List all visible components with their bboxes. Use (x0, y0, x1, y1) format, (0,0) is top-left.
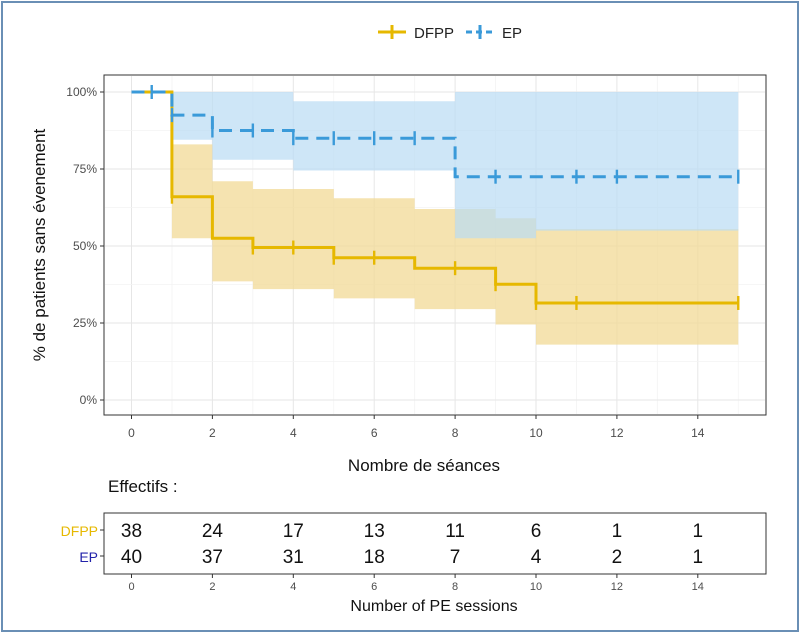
risk-count: 6 (531, 521, 542, 542)
risk-table-panel (103, 512, 767, 575)
risk-x-tick-label: 8 (452, 581, 458, 593)
x-tick-label: 14 (691, 426, 705, 440)
y-tick-label: 75% (73, 162, 97, 176)
risk-table: DFPP 38 24 17 13 11 6 1 1EP 40 37 31 18 7 4 2 1 (61, 521, 703, 568)
dfpp-confidence-band (131, 92, 739, 345)
ep-confidence-band (131, 92, 739, 239)
risk-count: 38 (121, 521, 142, 542)
risk-count: 37 (202, 547, 223, 568)
risk-count: 1 (612, 521, 623, 542)
x-tick-label: 8 (452, 426, 459, 440)
legend: DFPP EP (378, 25, 522, 42)
censor-marks (150, 85, 740, 310)
x-axis-ticks: 0 2 4 6 8 10 12 14 (128, 415, 705, 440)
x-axis-title: Nombre de séances (348, 456, 500, 475)
risk-count: 4 (531, 547, 542, 568)
risk-x-tick-label: 6 (371, 581, 377, 593)
x-tick-label: 12 (610, 426, 624, 440)
risk-count: 13 (364, 521, 385, 542)
y-tick-label: 50% (73, 239, 97, 253)
y-axis-ticks: 0% 25% 50% 75% 100% (66, 85, 104, 407)
risk-count: 1 (693, 547, 704, 568)
confidence-bands (131, 92, 739, 345)
risk-count: 24 (202, 521, 224, 542)
risk-count: 31 (283, 547, 304, 568)
risk-table-x-title: Number of PE sessions (350, 598, 517, 615)
x-tick-label: 0 (128, 426, 135, 440)
risk-count: 7 (450, 547, 461, 568)
x-tick-label: 6 (371, 426, 378, 440)
risk-count: 2 (612, 547, 623, 568)
risk-x-tick-label: 2 (209, 581, 215, 593)
x-tick-label: 4 (290, 426, 297, 440)
y-tick-label: 100% (66, 85, 97, 99)
y-tick-label: 0% (80, 393, 98, 407)
y-tick-label: 25% (73, 316, 97, 330)
x-tick-label: 10 (529, 426, 543, 440)
risk-count: 1 (693, 521, 704, 542)
legend-dfpp-label: DFPP (414, 25, 454, 42)
risk-x-tick-label: 12 (611, 581, 623, 593)
risk-table-title: Effectifs : (108, 477, 178, 496)
risk-count: 17 (283, 521, 304, 542)
risk-row-label-dfpp: DFPP (61, 523, 98, 539)
y-axis-title: % de patients sans évenement (30, 128, 49, 361)
legend-ep-label: EP (502, 25, 522, 42)
risk-x-tick-label: 4 (290, 581, 296, 593)
risk-table-x-ticks: 0 2 4 6 8 10 12 14 (128, 574, 704, 593)
risk-x-tick-label: 14 (692, 581, 704, 593)
risk-count: 18 (364, 547, 385, 568)
risk-x-tick-label: 10 (530, 581, 542, 593)
risk-x-tick-label: 0 (128, 581, 134, 593)
risk-count: 40 (121, 547, 142, 568)
x-tick-label: 2 (209, 426, 216, 440)
risk-row-label-ep: EP (79, 549, 98, 565)
risk-count: 11 (445, 521, 465, 542)
